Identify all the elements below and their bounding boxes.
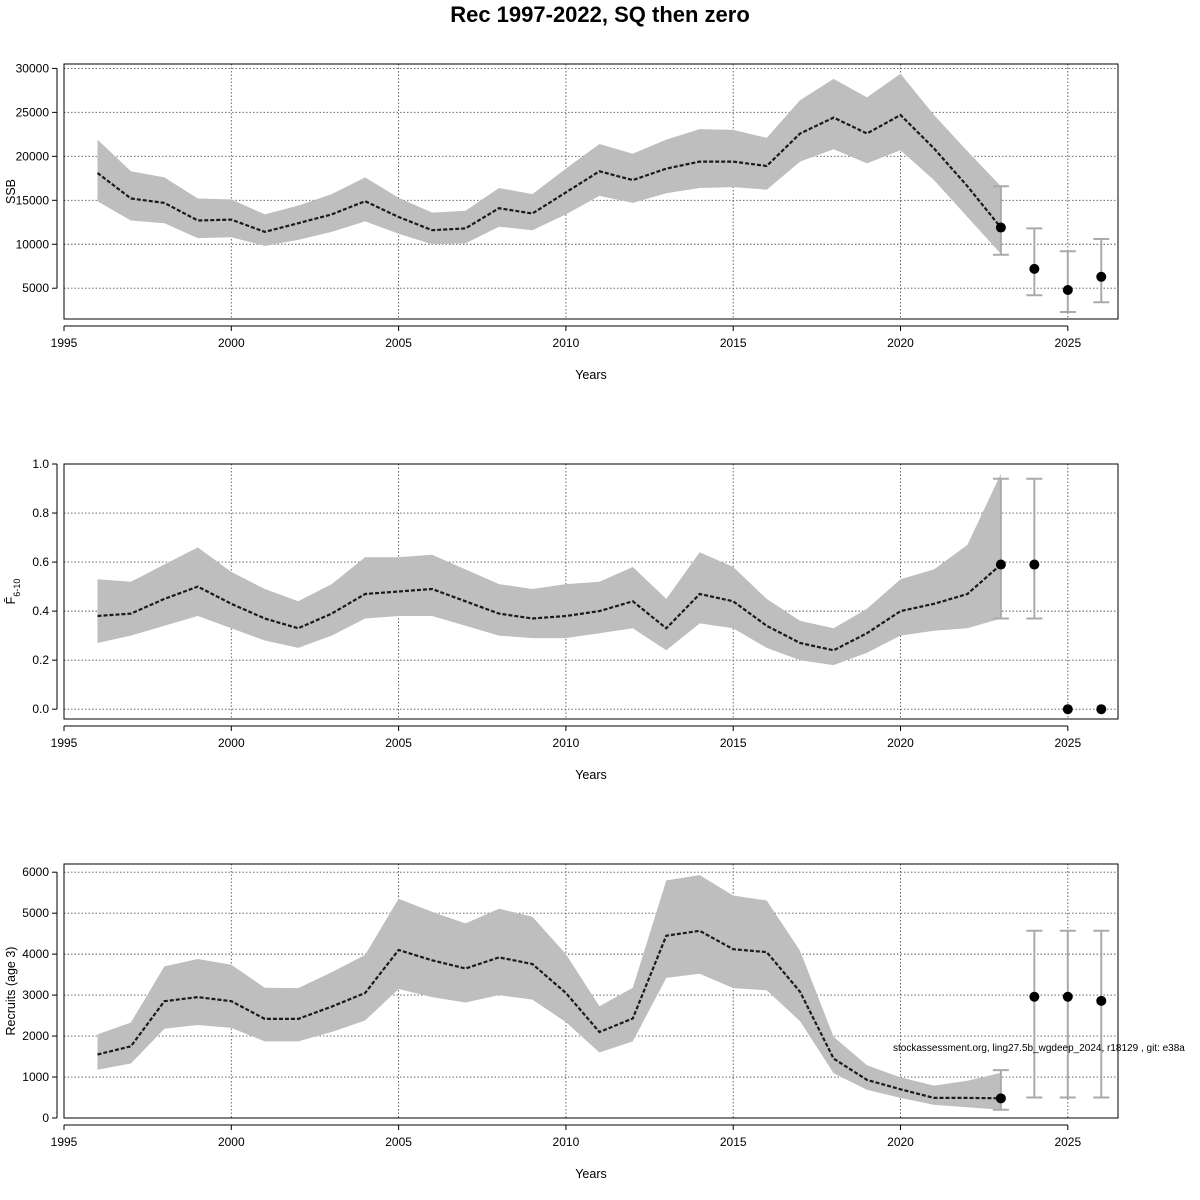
x-axis-title: Years — [575, 1167, 607, 1181]
y-tick-label: 1000 — [22, 1070, 49, 1084]
x-tick-label: 2015 — [720, 336, 747, 350]
y-tick-label: 5000 — [22, 281, 49, 295]
fishing-mortality-panel: 1995 2000 2005 2010 2015 2020 2025 0.0 0.2 0.4 0.6… — [4, 457, 1119, 782]
y-axis-title-sub: 6-10 — [12, 579, 22, 597]
y-tick-label: 25000 — [16, 105, 50, 119]
x-tick-label: 2005 — [385, 736, 412, 750]
plot-frame — [63, 863, 1119, 1119]
forecast-point — [1096, 271, 1107, 282]
y-tick-label: 15000 — [16, 193, 50, 207]
y-tick-label: 2000 — [22, 1029, 49, 1043]
x-tick-label: 2010 — [553, 1135, 580, 1149]
x-tick-label: 2020 — [887, 336, 914, 350]
median-line — [96, 113, 1002, 234]
y-axis-title-main: F̄ — [4, 596, 18, 604]
x-tick-label: 2025 — [1054, 1135, 1081, 1149]
forecast-point — [995, 559, 1006, 570]
y-tick-label: 0.6 — [32, 555, 49, 569]
y-axis-title: SSB — [4, 179, 18, 204]
confidence-band — [97, 473, 1001, 666]
ssb-panel: 1995 2000 2005 2010 2015 2020 2025 5000 10000 150… — [4, 61, 1119, 382]
x-tick-label: 2000 — [218, 736, 245, 750]
x-tick-label: 1995 — [51, 336, 78, 350]
x-tick-label: 2015 — [720, 736, 747, 750]
x-tick-label: 2020 — [887, 1135, 914, 1149]
recruits-panel: 1995 2000 2005 2010 2015 2020 2025 0 1000 2000 300… — [4, 863, 1119, 1181]
x-tick-label: 2000 — [218, 1135, 245, 1149]
x-tick-label: 2000 — [218, 336, 245, 350]
median-line — [97, 929, 1001, 1100]
plot-frame — [63, 463, 1119, 720]
forecast-point — [995, 222, 1006, 233]
x-tick-label: 2005 — [385, 336, 412, 350]
x-tick-label: 2010 — [553, 736, 580, 750]
y-tick-label: 6000 — [22, 865, 49, 879]
y-tick-label: 20000 — [16, 149, 50, 163]
x-tick-label: 2020 — [887, 736, 914, 750]
chart-title: Rec 1997-2022, SQ then zero — [450, 2, 750, 27]
forecast-point — [1029, 559, 1040, 570]
forecast-point — [1062, 284, 1073, 295]
y-tick-label: 30000 — [16, 61, 50, 75]
y-tick-label: 10000 — [16, 237, 50, 251]
watermark: stockassessment.org, ling27.5b_wgdeep_20… — [893, 1043, 1185, 1054]
x-tick-label: 2010 — [553, 336, 580, 350]
x-axis-title: Years — [575, 768, 607, 782]
forecast-point — [1062, 704, 1073, 715]
forecast-point — [1029, 263, 1040, 274]
y-tick-label: 4000 — [22, 947, 49, 961]
y-tick-label: 0.8 — [32, 506, 49, 520]
x-tick-label: 2025 — [1054, 336, 1081, 350]
y-tick-label: 3000 — [22, 988, 49, 1002]
x-axis-title: Years — [575, 368, 607, 382]
y-tick-label: 5000 — [22, 906, 49, 920]
y-tick-label: 0.4 — [32, 604, 49, 618]
y-tick-label: 0 — [42, 1111, 49, 1125]
plot-frame — [63, 63, 1119, 320]
confidence-band — [97, 875, 1001, 1110]
x-tick-label: 2015 — [720, 1135, 747, 1149]
forecast-point — [1062, 991, 1073, 1002]
y-tick-label: 0.2 — [32, 653, 49, 667]
x-tick-label: 2005 — [385, 1135, 412, 1149]
confidence-band — [97, 73, 1001, 254]
forecast-point — [1029, 991, 1040, 1002]
x-tick-label: 1995 — [51, 736, 78, 750]
x-tick-label: 2025 — [1054, 736, 1081, 750]
y-axis-title: Recruits (age 3) — [4, 947, 18, 1036]
y-tick-label: 0.0 — [32, 702, 49, 716]
y-tick-label: 1.0 — [32, 457, 49, 471]
forecast-point — [1096, 995, 1107, 1006]
forecast-point — [1096, 704, 1107, 715]
y-axis-title: F̄6-10 — [4, 579, 22, 605]
forecast-point — [995, 1093, 1006, 1104]
x-tick-label: 1995 — [51, 1135, 78, 1149]
